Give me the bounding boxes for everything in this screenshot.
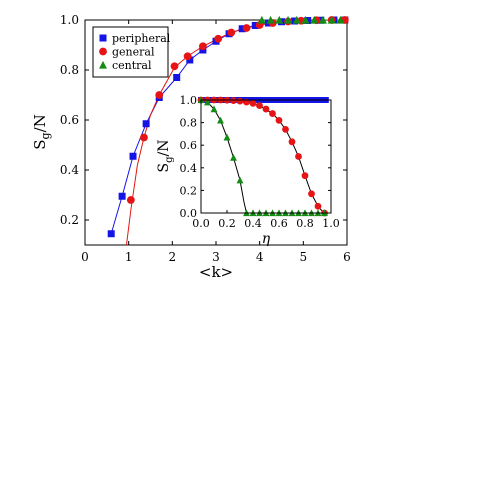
inset-point-general	[314, 202, 322, 210]
inset-point-general	[275, 116, 283, 124]
inset-point-general	[308, 190, 315, 198]
inset-axes: 0.0 0.2 0.4 0.6 0.8 1.0 0.0 0.2 0.4 0.6 0.8 1.0	[180, 94, 340, 230]
main-y-axis-title: Sg/N	[31, 114, 52, 150]
inset-curve-central	[200, 99, 325, 214]
inset-y-tick-label: 0.8	[180, 117, 198, 130]
legend-label-peripheral: peripheral	[112, 32, 171, 45]
main-point-peripheral	[129, 152, 137, 160]
main-y-tick-label: 0.2	[60, 213, 79, 227]
main-point-general	[183, 52, 192, 61]
inset-point-general	[230, 97, 237, 104]
main-point-peripheral	[238, 25, 246, 33]
inset-y-axis-title: Sg/N	[156, 140, 175, 173]
main-point-general	[155, 91, 164, 99]
main-point-central	[327, 15, 336, 24]
inset-point-general	[269, 110, 276, 117]
main-point-central	[257, 15, 266, 24]
inset-point-general	[256, 102, 263, 110]
main-point-central	[301, 15, 310, 24]
inset-y-tick-label: 0.4	[180, 162, 198, 175]
main-point-general	[199, 42, 207, 51]
inset-x-tick-label: 0.2	[218, 217, 236, 230]
inset-point-central	[230, 153, 237, 161]
main-chart: 0 1 2 3 4 5 6 0.2 0.4 0.6 0.8 1.0 <k> Sg/N	[31, 13, 351, 281]
main-point-central	[284, 15, 293, 24]
main-point-central	[319, 15, 327, 24]
inset-point-general	[288, 138, 296, 146]
main-point-peripheral	[186, 56, 194, 64]
inset-x-tick-label: 0.0	[192, 217, 210, 230]
inset-x-tick-label: 0.8	[296, 217, 314, 230]
main-point-peripheral	[251, 22, 259, 29]
inset-y-tick-label: 0.2	[180, 184, 198, 197]
main-x-tick-label: 3	[212, 250, 220, 264]
inset-y-tick-label: 1.0	[180, 94, 198, 107]
inset-point-general	[295, 153, 302, 160]
inset-point-central	[210, 105, 218, 113]
main-point-central	[292, 15, 301, 24]
main-x-tick-label: 1	[125, 250, 133, 264]
inset-point-general	[301, 172, 309, 180]
main-point-general	[214, 34, 223, 43]
legend-label-central: central	[112, 59, 152, 72]
inset-point-central	[223, 133, 231, 141]
main-point-general	[242, 24, 251, 32]
main-y-tick-label: 0.4	[60, 163, 79, 177]
inset-y-tick-label: 0.0	[180, 207, 198, 220]
main-x-axis-title: <k>	[199, 263, 233, 281]
main-point-general	[140, 133, 148, 142]
legend-label-general: general	[112, 46, 155, 59]
main-y-tick-label: 0.8	[60, 63, 79, 77]
main-point-general	[227, 28, 236, 37]
main-point-peripheral	[118, 192, 126, 200]
inset-point-general	[236, 97, 244, 105]
inset-x-axis-title: η	[262, 231, 271, 247]
inset-point-general	[282, 125, 289, 133]
main-y-tick-label: 1.0	[60, 13, 79, 27]
main-point-central	[310, 15, 319, 24]
inset-point-central	[236, 176, 244, 184]
main-point-central	[336, 15, 345, 24]
inset-x-tick-label: 1.0	[322, 217, 340, 230]
main-point-central	[266, 15, 275, 24]
inset-point-central	[204, 98, 211, 106]
main-markers	[107, 15, 349, 238]
main-point-peripheral	[142, 120, 150, 128]
main-y-tick-label: 0.6	[60, 113, 79, 127]
inset-x-tick-label: 0.6	[270, 217, 288, 230]
main-x-tick-label: 2	[169, 250, 177, 264]
main-point-central	[275, 15, 284, 24]
main-point-general	[126, 196, 135, 204]
legend-marker-central	[99, 60, 107, 69]
main-x-tick-label: 6	[343, 250, 351, 264]
main-x-tick-label: 5	[300, 250, 308, 264]
inset-point-general	[262, 105, 270, 113]
main-x-tick-label: 0	[81, 250, 89, 264]
inset-plot-frame	[200, 99, 332, 214]
legend-marker-peripheral	[99, 34, 107, 42]
main-x-tick-label: 4	[256, 250, 264, 264]
main-point-peripheral	[107, 230, 115, 238]
main-point-general	[170, 62, 179, 71]
inset-x-tick-label: 0.4	[244, 217, 262, 230]
inset-y-tick-label: 0.6	[180, 139, 198, 152]
inset-point-central	[217, 116, 224, 124]
inset-point-general	[249, 99, 257, 107]
legend-marker-general	[99, 47, 107, 56]
inset-chart: 0.0 0.2 0.4 0.6 0.8 1.0 0.0 0.2 0.4 0.6 0.8 1.0 η S…	[156, 94, 340, 247]
main-point-peripheral	[173, 74, 181, 81]
